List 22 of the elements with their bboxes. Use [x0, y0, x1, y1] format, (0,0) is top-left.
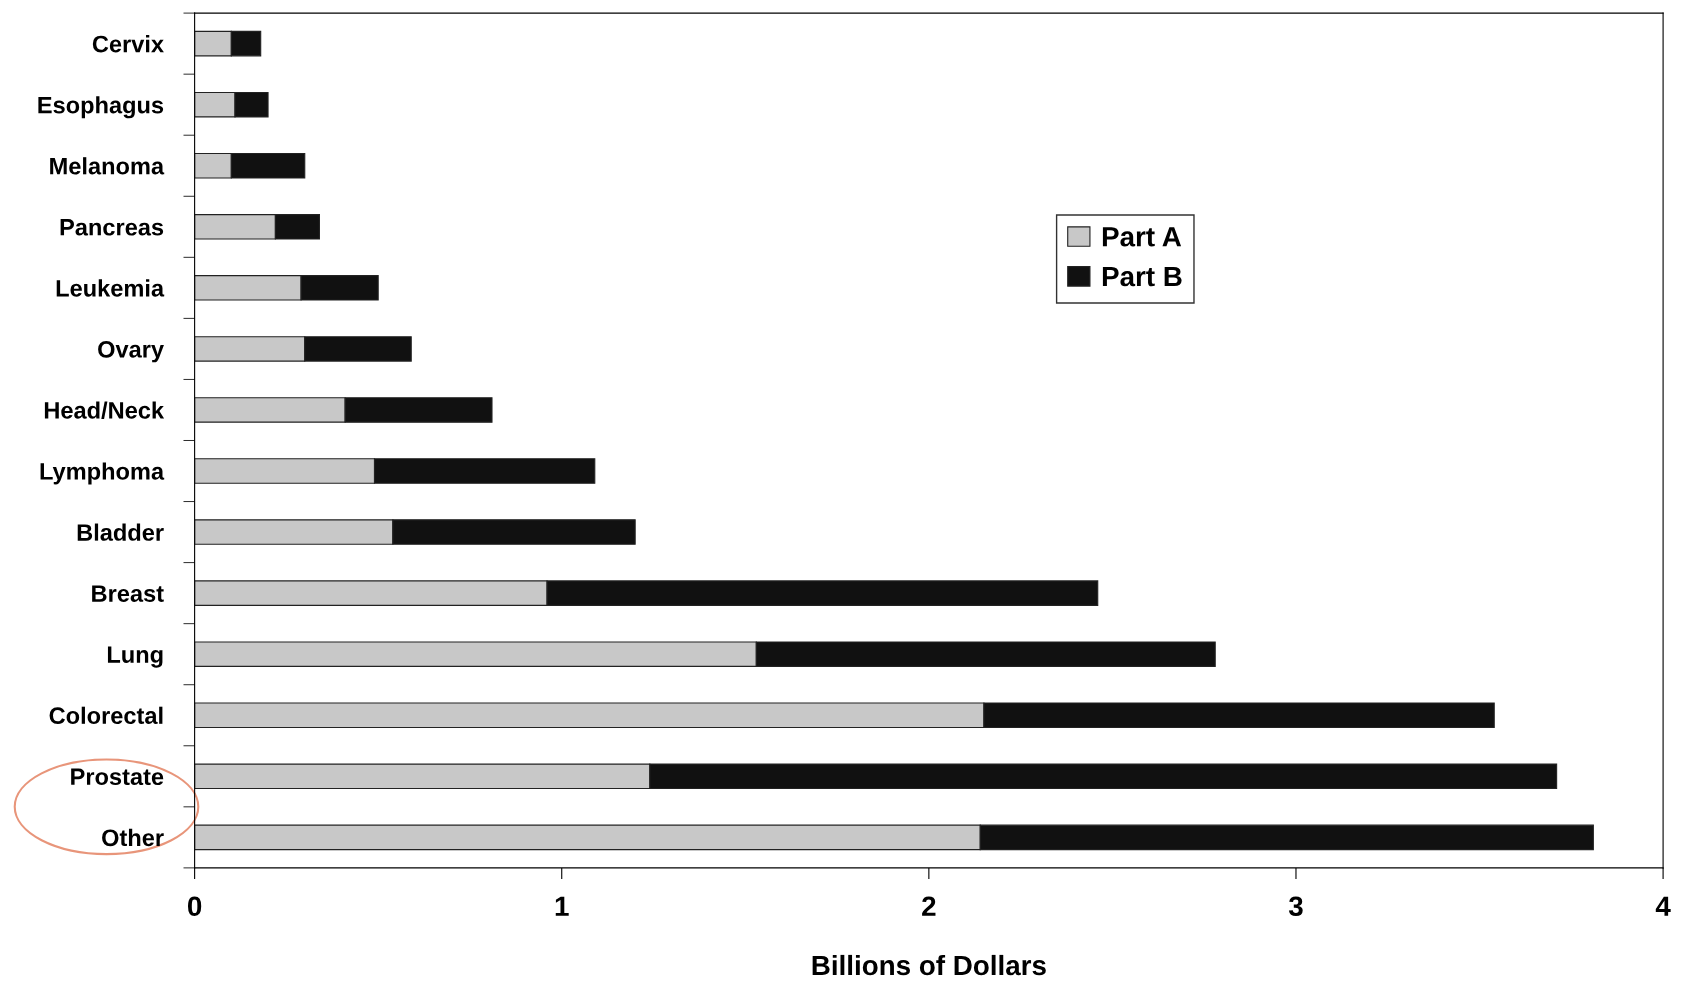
y-tick-label: Bladder	[77, 523, 164, 541]
y-tick-label: Breast	[92, 585, 164, 602]
x-tick-label: 1	[555, 896, 569, 916]
y-tick-label: Prostate	[71, 768, 164, 786]
legend-label: Part B	[1102, 266, 1182, 287]
y-tick-label: Ovary	[98, 340, 164, 363]
y-tick-label: Melanoma	[50, 157, 165, 175]
y-tick-label: Colorectal	[49, 706, 163, 725]
x-tick-label: 2	[922, 896, 936, 916]
x-tick-label: 4	[1655, 896, 1671, 916]
y-tick-label: Lymphoma	[40, 462, 165, 485]
y-tick-label: Lung	[107, 646, 163, 668]
y-tick-label: Cervix	[92, 35, 164, 53]
y-tick-label: Other	[102, 828, 164, 847]
y-tick-label: Head/Neck	[44, 401, 165, 419]
y-tick-label: Leukemia	[56, 279, 165, 297]
x-axis-title: Billions of Dollars	[812, 954, 1046, 976]
x-tick-label: 3	[1288, 896, 1303, 917]
y-tick-label: Esophagus	[38, 96, 164, 119]
legend-label: Part A	[1102, 227, 1182, 247]
y-tick-label: Pancreas	[60, 219, 164, 236]
x-tick-label: 0	[187, 896, 202, 917]
